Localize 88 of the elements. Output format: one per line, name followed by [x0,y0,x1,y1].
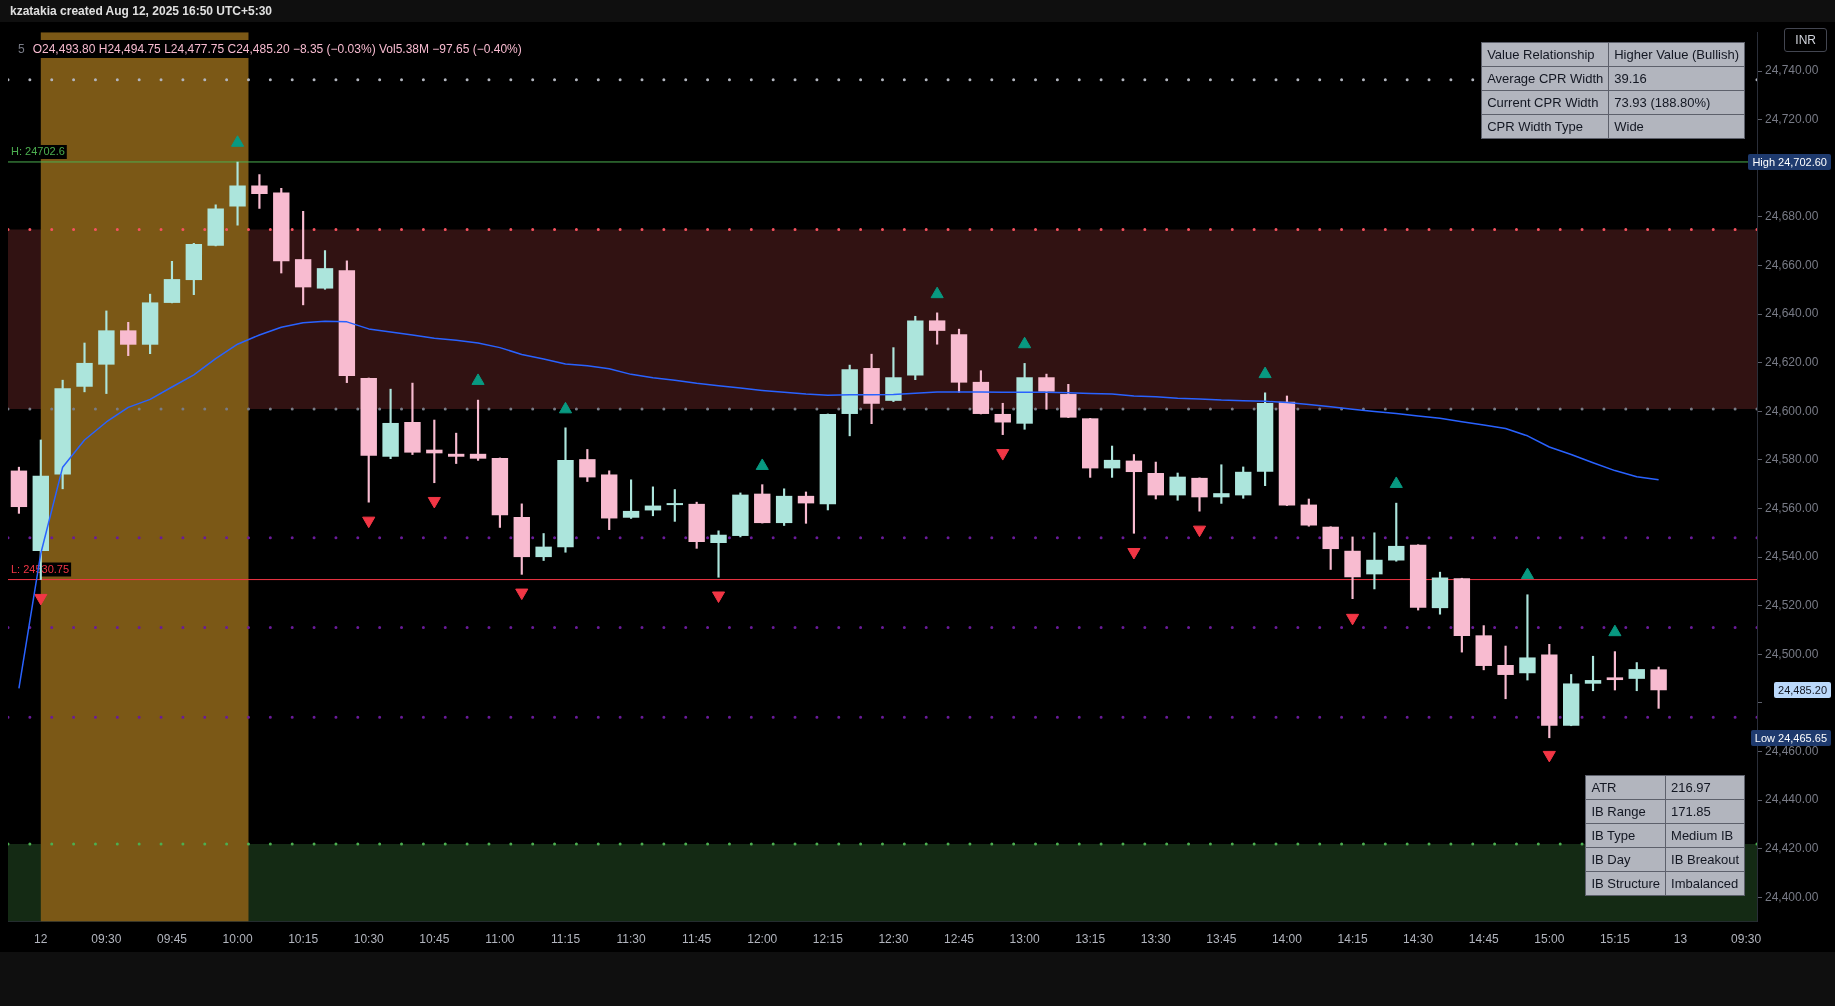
y-tick-label: 24,600.00 [1765,403,1819,418]
x-tick-label: 11:45 [682,932,712,947]
point [1542,750,1556,763]
y-tick-label: 24,460.00 [1765,743,1819,758]
annotation: IB Type [1585,823,1666,848]
y-tick-label: 24,440.00 [1765,792,1819,807]
y-tick-label: 24,500.00 [1765,646,1819,661]
x-tick-label: 11:00 [485,932,515,947]
annotation: IB Range [1585,799,1666,824]
x-tick-label: 13 [1673,932,1688,947]
point [427,496,441,509]
point [930,286,944,299]
x-tick-label: 12:45 [944,932,975,947]
y-tick-label: 24,660.00 [1765,257,1819,272]
y-tick-label: 24,680.00 [1765,209,1819,224]
point [230,135,245,147]
text: INR [1784,28,1827,52]
candlestick [1519,594,1536,681]
x-tick-label: 10:45 [419,932,450,947]
y-tick-label: 24,400.00 [1765,889,1819,904]
x-tick-label: 09:30 [91,932,122,947]
point [1192,525,1207,538]
x-tick-label: 15:00 [1534,932,1565,947]
text: 24,485.20 [1774,682,1831,699]
y-tick-label: 24,560.00 [1765,500,1819,515]
x-tick-label: 13:45 [1206,932,1237,947]
y-tick-label: 24,740.00 [1765,63,1819,78]
annotation: ATR [1585,775,1666,800]
annotation: Low 24,465.65 [1750,729,1831,746]
point [362,516,376,529]
annotation: IB Structure [1585,871,1666,896]
y-tick-label: 24,640.00 [1765,306,1819,321]
x-tick-label: 13:30 [1140,932,1172,947]
annotation: 39.16 [1608,66,1745,91]
text: O24,493.80 H24,494.75 L24,477.75 C24,485.20 −8.35 (−0.03%) Vol5.38M −97.65 (−0.40%) [32,42,522,57]
y-tick-label: 24,720.00 [1765,111,1819,126]
candlestick [710,530,727,578]
y-tick-label: 24,620.00 [1765,355,1819,369]
x-tick-label: 12 [34,932,48,947]
candlestick [229,161,246,226]
x-tick-label: 15:15 [1599,932,1631,947]
y-tick-label: 24,580.00 [1765,452,1819,467]
x-tick-label: 10:00 [222,932,253,947]
point [1127,547,1141,560]
annotation: Imbalanced [1665,871,1745,896]
y-tick-label: 24,520.00 [1765,598,1819,613]
x-tick-label: 14:00 [1271,932,1303,947]
annotation: Medium IB [1665,823,1745,848]
x-tick-label: 12:00 [747,932,778,947]
point [1345,613,1360,626]
point [755,458,769,470]
annotation: High 24,702.60 [1748,153,1831,170]
point [34,593,48,606]
text: kzatakia created Aug 12, 2025 16:50 UTC+5:30 [10,4,273,18]
annotation: 171.85 [1665,799,1745,824]
annotation: IB Day [1585,847,1666,872]
x-tick-label: 12:15 [812,932,844,947]
annotation: CPR Width Type [1481,114,1609,139]
annotation: 73.93 (188.80%) [1608,90,1745,115]
annotation: Higher Value (Bullish) [1608,42,1745,67]
point [515,588,529,601]
annotation: Current CPR Width [1481,90,1609,115]
annotation: IB Breakout [1665,847,1745,872]
x-tick-label: 10:30 [353,932,385,947]
annotation: Value Relationship [1481,42,1609,67]
ref-line-label: H: 24702.6 [11,145,65,158]
point [711,591,726,603]
x-tick-label: 13:00 [1009,932,1040,947]
x-tick-label: 14:15 [1337,932,1368,947]
annotation: Average CPR Width [1481,66,1609,91]
x-tick-label: 10:15 [288,932,319,947]
x-tick-label: 11:30 [616,932,646,947]
point [1258,366,1272,379]
x-tick-label: 09:45 [156,932,188,947]
y-tick-label: 24,540.00 [1765,549,1819,564]
annotation: Wide [1608,114,1745,139]
x-tick-label: 14:30 [1403,932,1434,947]
point [1018,336,1032,349]
x-tick-label: 11:15 [550,932,581,947]
x-tick-label: 12:30 [878,932,909,947]
y-tick-label: 24,420.00 [1765,841,1819,856]
x-tick-label: 13:15 [1075,932,1106,947]
point [471,373,485,385]
x-tick-label: 14:45 [1468,932,1500,947]
annotation: 216.97 [1665,775,1745,800]
x-tick-label: 09:30 [1731,932,1762,947]
text: 5 [18,42,25,57]
point [558,401,573,414]
